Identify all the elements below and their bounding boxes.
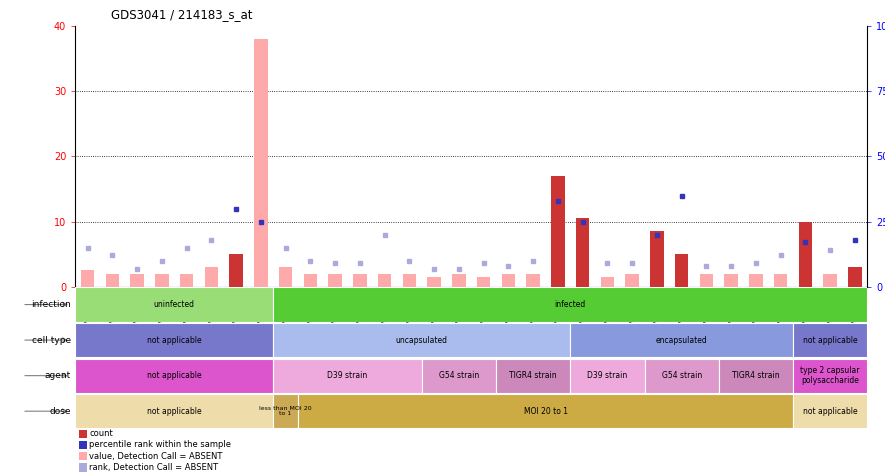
Bar [576,219,589,287]
Bar [378,274,391,287]
Bar [793,358,867,392]
Bar [75,323,273,357]
Text: infected: infected [555,300,586,309]
Bar [477,277,490,287]
Bar [570,358,644,392]
Bar [452,274,466,287]
Text: D39 strain: D39 strain [327,371,367,380]
Bar [273,394,298,428]
Bar [79,452,87,460]
Text: dose: dose [50,407,71,416]
Text: infection: infection [31,300,71,309]
Text: rank, Detection Call = ABSENT: rank, Detection Call = ABSENT [89,463,219,472]
Bar [749,274,763,287]
Text: GDS3041 / 214183_s_at: GDS3041 / 214183_s_at [111,9,252,21]
Bar [403,274,416,287]
Bar [496,358,570,392]
Bar [229,254,242,287]
Bar [601,277,614,287]
Text: TIGR4 strain: TIGR4 strain [510,371,557,380]
Bar [427,277,441,287]
Bar [793,323,867,357]
Text: cell type: cell type [32,336,71,345]
Bar [81,271,95,287]
Text: not applicable: not applicable [147,371,202,380]
Bar [105,274,119,287]
Bar [551,176,565,287]
Bar [823,274,837,287]
Text: MOI 20 to 1: MOI 20 to 1 [524,407,567,416]
Text: encapsulated: encapsulated [656,336,707,345]
Bar [75,358,273,392]
Text: D39 strain: D39 strain [588,371,627,380]
Bar [75,287,273,321]
Text: value, Detection Call = ABSENT: value, Detection Call = ABSENT [89,452,222,461]
Bar [254,39,267,287]
Bar [328,274,342,287]
Text: G54 strain: G54 strain [661,371,702,380]
Bar [79,429,87,438]
Text: percentile rank within the sample: percentile rank within the sample [89,440,231,449]
Bar [79,464,87,472]
Bar [570,323,793,357]
Bar [273,323,570,357]
Bar [304,274,317,287]
Bar [644,358,719,392]
Bar [273,358,422,392]
Bar [79,441,87,449]
Bar [626,274,639,287]
Bar [793,394,867,428]
Bar [848,267,862,287]
Bar [75,394,273,428]
Text: type 2 capsular
polysaccharide: type 2 capsular polysaccharide [800,366,860,385]
Text: not applicable: not applicable [147,336,202,345]
Text: not applicable: not applicable [147,407,202,416]
Bar [298,394,793,428]
Bar [798,222,812,287]
Bar [773,274,788,287]
Bar [502,274,515,287]
Bar [204,267,219,287]
Text: agent: agent [44,371,71,380]
Bar [675,254,689,287]
Text: not applicable: not applicable [803,336,858,345]
Text: G54 strain: G54 strain [439,371,479,380]
Bar [700,274,713,287]
Bar [273,287,867,321]
Bar [650,231,664,287]
Bar [719,358,793,392]
Text: not applicable: not applicable [803,407,858,416]
Text: TIGR4 strain: TIGR4 strain [732,371,780,380]
Bar [527,274,540,287]
Bar [180,274,194,287]
Text: count: count [89,429,112,438]
Text: less than MOI 20
to 1: less than MOI 20 to 1 [259,406,312,416]
Bar [353,274,366,287]
Bar [724,274,738,287]
Bar [279,267,292,287]
Text: uninfected: uninfected [154,300,195,309]
Text: uncapsulated: uncapsulated [396,336,448,345]
Bar [422,358,496,392]
Bar [155,274,169,287]
Bar [130,274,144,287]
